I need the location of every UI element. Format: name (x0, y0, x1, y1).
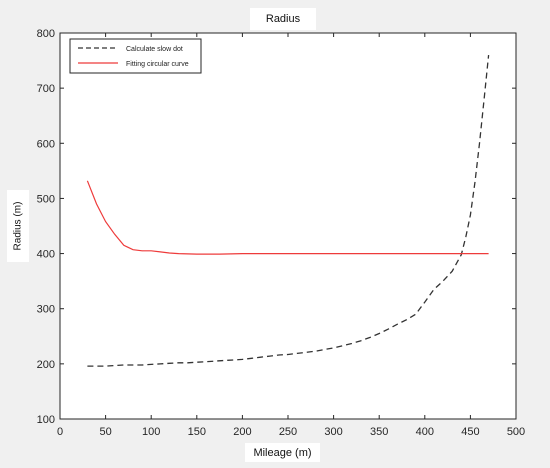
x-tick-label: 50 (99, 426, 111, 438)
y-tick-label: 300 (37, 304, 55, 316)
x-tick-label: 150 (188, 426, 206, 438)
y-tick-label: 800 (37, 28, 55, 40)
y-axis-label: Radius (m) (12, 201, 24, 251)
y-axis-label-background (7, 190, 29, 262)
x-tick-label: 100 (142, 426, 160, 438)
x-tick-label: 400 (416, 426, 434, 438)
x-tick-label: 200 (233, 426, 251, 438)
chart-title-text: Radius (265, 13, 301, 25)
legend: Calculate slow dot Fitting circular curve (69, 38, 202, 74)
y-tick-label: 100 (37, 414, 55, 426)
x-tick-label: 300 (324, 426, 342, 438)
x-tick-label: 500 (507, 426, 525, 438)
x-tick-label: 350 (370, 426, 388, 438)
legend-label: Calculate slow dot (126, 46, 183, 53)
x-tick-label: 450 (461, 426, 479, 438)
x-tick-label: 250 (279, 426, 297, 438)
series-line-calculate-slow-dot (87, 55, 490, 367)
y-tick-label: 700 (37, 83, 55, 95)
y-tick-label: 500 (37, 193, 55, 205)
x-axis-label-text: Mileage (m) (253, 446, 312, 459)
y-tick-label: 600 (37, 138, 55, 150)
plot-area (59, 32, 517, 420)
legend-box (69, 38, 202, 74)
legend-label: Fitting circular curve (126, 61, 189, 68)
series-line-fitting-circular-curve (86, 180, 489, 255)
y-tick-label: 400 (37, 249, 55, 261)
x-axis-label: Mileage (m) (245, 443, 320, 462)
y-tick-label: 200 (37, 359, 55, 371)
x-tick-label: 0 (57, 426, 63, 438)
chart-title: Radius (250, 8, 316, 30)
